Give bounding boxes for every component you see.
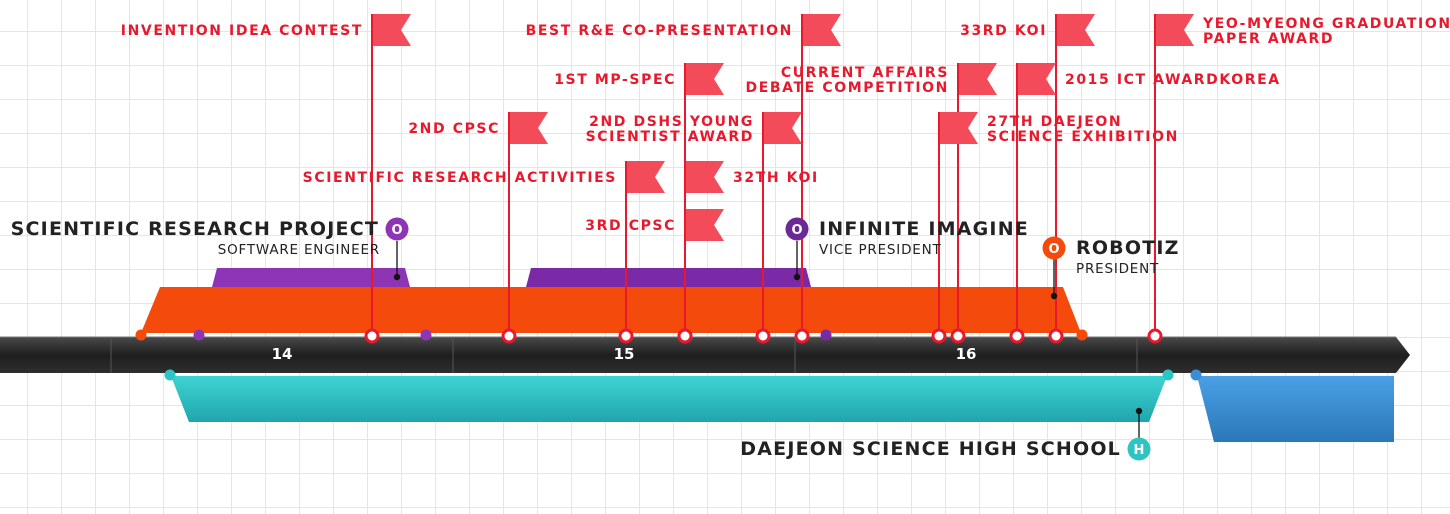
flag-icon bbox=[1018, 63, 1056, 95]
event-label: PAPER AWARD bbox=[1203, 31, 1334, 47]
robotiz-badge bbox=[1042, 236, 1066, 260]
infinite-imagine-callout: O INFINITE IMAGINE VICE PRESIDENT bbox=[785, 217, 1029, 281]
robotiz-subtitle: PRESIDENT bbox=[1076, 261, 1159, 277]
event-label: 32TH KOI bbox=[733, 170, 819, 186]
event-label: DEBATE COMPETITION bbox=[746, 80, 949, 96]
next-stage-start-dot bbox=[1190, 369, 1202, 381]
robotiz-badge-text: O bbox=[1048, 242, 1059, 257]
scientific-research-badge-text: O bbox=[391, 223, 402, 238]
flag-icon bbox=[373, 14, 411, 46]
event-dot bbox=[1009, 328, 1025, 344]
event-label: SCIENTIFIC RESEARCH ACTIVITIES bbox=[303, 170, 617, 186]
infinite-imagine-end-dot bbox=[820, 329, 832, 341]
event-dot bbox=[931, 328, 947, 344]
scientific-research-bar bbox=[212, 268, 410, 287]
school-title: DAEJEON SCIENCE HIGH SCHOOL bbox=[740, 438, 1121, 460]
event-dot bbox=[794, 328, 810, 344]
flag-icon bbox=[686, 63, 724, 95]
event-1st-mp-spec: 1ST MP-SPEC bbox=[554, 63, 724, 344]
infinite-imagine-bar bbox=[526, 268, 811, 287]
robotiz-end-dot bbox=[1076, 329, 1088, 341]
event-dot bbox=[501, 328, 517, 344]
school-badge-text: H bbox=[1134, 443, 1145, 458]
flag-icon bbox=[1057, 14, 1095, 46]
event-invention-idea-contest: INVENTION IDEA CONTEST bbox=[121, 14, 411, 344]
robotiz-callout: O ROBOTIZ PRESIDENT bbox=[1042, 236, 1180, 300]
robotiz-title: ROBOTIZ bbox=[1076, 237, 1180, 259]
next-stage-bar bbox=[1197, 376, 1394, 442]
flag-icon bbox=[510, 112, 548, 144]
event-label: CURRENT AFFAIRS bbox=[781, 65, 949, 81]
event-2015-ict-awardkorea: 2015 ICT AWARDKOREA bbox=[1009, 63, 1281, 344]
flag-icon bbox=[764, 112, 802, 144]
timeline-axis: 14 15 16 bbox=[0, 336, 1410, 373]
event-2nd-cpsc: 2ND CPSC bbox=[408, 112, 548, 344]
flag-icon bbox=[686, 209, 724, 241]
school-start-dot bbox=[164, 369, 176, 381]
school-badge bbox=[1127, 437, 1151, 461]
event-markers: INVENTION IDEA CONTEST BEST R&E CO-PRESEN… bbox=[121, 14, 1450, 344]
infinite-imagine-subtitle: VICE PRESIDENT bbox=[819, 242, 942, 258]
event-label: 2ND CPSC bbox=[408, 121, 500, 137]
flag-icon bbox=[686, 161, 724, 193]
event-label: BEST R&E CO-PRESENTATION bbox=[526, 23, 793, 39]
event-label: YEO-MYEONG GRADUATION bbox=[1202, 16, 1450, 32]
scientific-research-callout: O SCIENTIFIC RESEARCH PROJECT SOFTWARE E… bbox=[11, 217, 409, 281]
scientific-research-start-dot bbox=[193, 329, 205, 341]
event-dot bbox=[950, 328, 966, 344]
event-label: SCIENCE EXHIBITION bbox=[987, 129, 1179, 145]
event-best-rne-co-presentation: BEST R&E CO-PRESENTATION bbox=[526, 14, 841, 344]
event-3rd-cpsc: 3RD CPSC bbox=[585, 209, 724, 344]
flag-icon bbox=[940, 112, 978, 144]
flag-icon bbox=[803, 14, 841, 46]
event-dot bbox=[677, 328, 693, 344]
robotiz-bar bbox=[141, 287, 1081, 333]
event-label: 1ST MP-SPEC bbox=[554, 72, 676, 88]
event-dot bbox=[755, 328, 771, 344]
scientific-research-subtitle: SOFTWARE ENGINEER bbox=[218, 242, 380, 258]
robotiz-start-dot bbox=[135, 329, 147, 341]
school-end-dot bbox=[1162, 369, 1174, 381]
event-label: 33RD KOI bbox=[960, 23, 1047, 39]
event-dot bbox=[364, 328, 380, 344]
event-label: SCIENTIST AWARD bbox=[586, 129, 754, 145]
flag-icon bbox=[1156, 14, 1194, 46]
scientific-research-badge bbox=[385, 217, 409, 241]
tick-label-15: 15 bbox=[614, 345, 635, 363]
event-33rd-koi: 33RD KOI bbox=[960, 14, 1095, 344]
tick-label-16: 16 bbox=[956, 345, 977, 363]
infinite-imagine-title: INFINITE IMAGINE bbox=[819, 218, 1029, 240]
school-callout: H DAEJEON SCIENCE HIGH SCHOOL bbox=[740, 407, 1151, 461]
scientific-research-title: SCIENTIFIC RESEARCH PROJECT bbox=[11, 218, 379, 240]
event-label: 27TH DAEJEON bbox=[987, 114, 1122, 130]
school-bar bbox=[171, 376, 1167, 422]
event-label: 3RD CPSC bbox=[585, 218, 676, 234]
event-label: 2015 ICT AWARDKOREA bbox=[1065, 72, 1281, 88]
flag-icon bbox=[627, 161, 665, 193]
event-dot bbox=[618, 328, 634, 344]
event-scientific-research-activities: SCIENTIFIC RESEARCH ACTIVITIES bbox=[303, 161, 665, 344]
event-dot bbox=[1048, 328, 1064, 344]
event-dot bbox=[1147, 328, 1163, 344]
tick-label-14: 14 bbox=[272, 345, 293, 363]
infinite-imagine-badge bbox=[785, 217, 809, 241]
event-label: INVENTION IDEA CONTEST bbox=[121, 23, 363, 39]
event-label: 2ND DSHS YOUNG bbox=[589, 114, 754, 130]
scientific-research-end-dot bbox=[420, 329, 432, 341]
flag-icon bbox=[959, 63, 997, 95]
infinite-imagine-badge-text: O bbox=[791, 223, 802, 238]
